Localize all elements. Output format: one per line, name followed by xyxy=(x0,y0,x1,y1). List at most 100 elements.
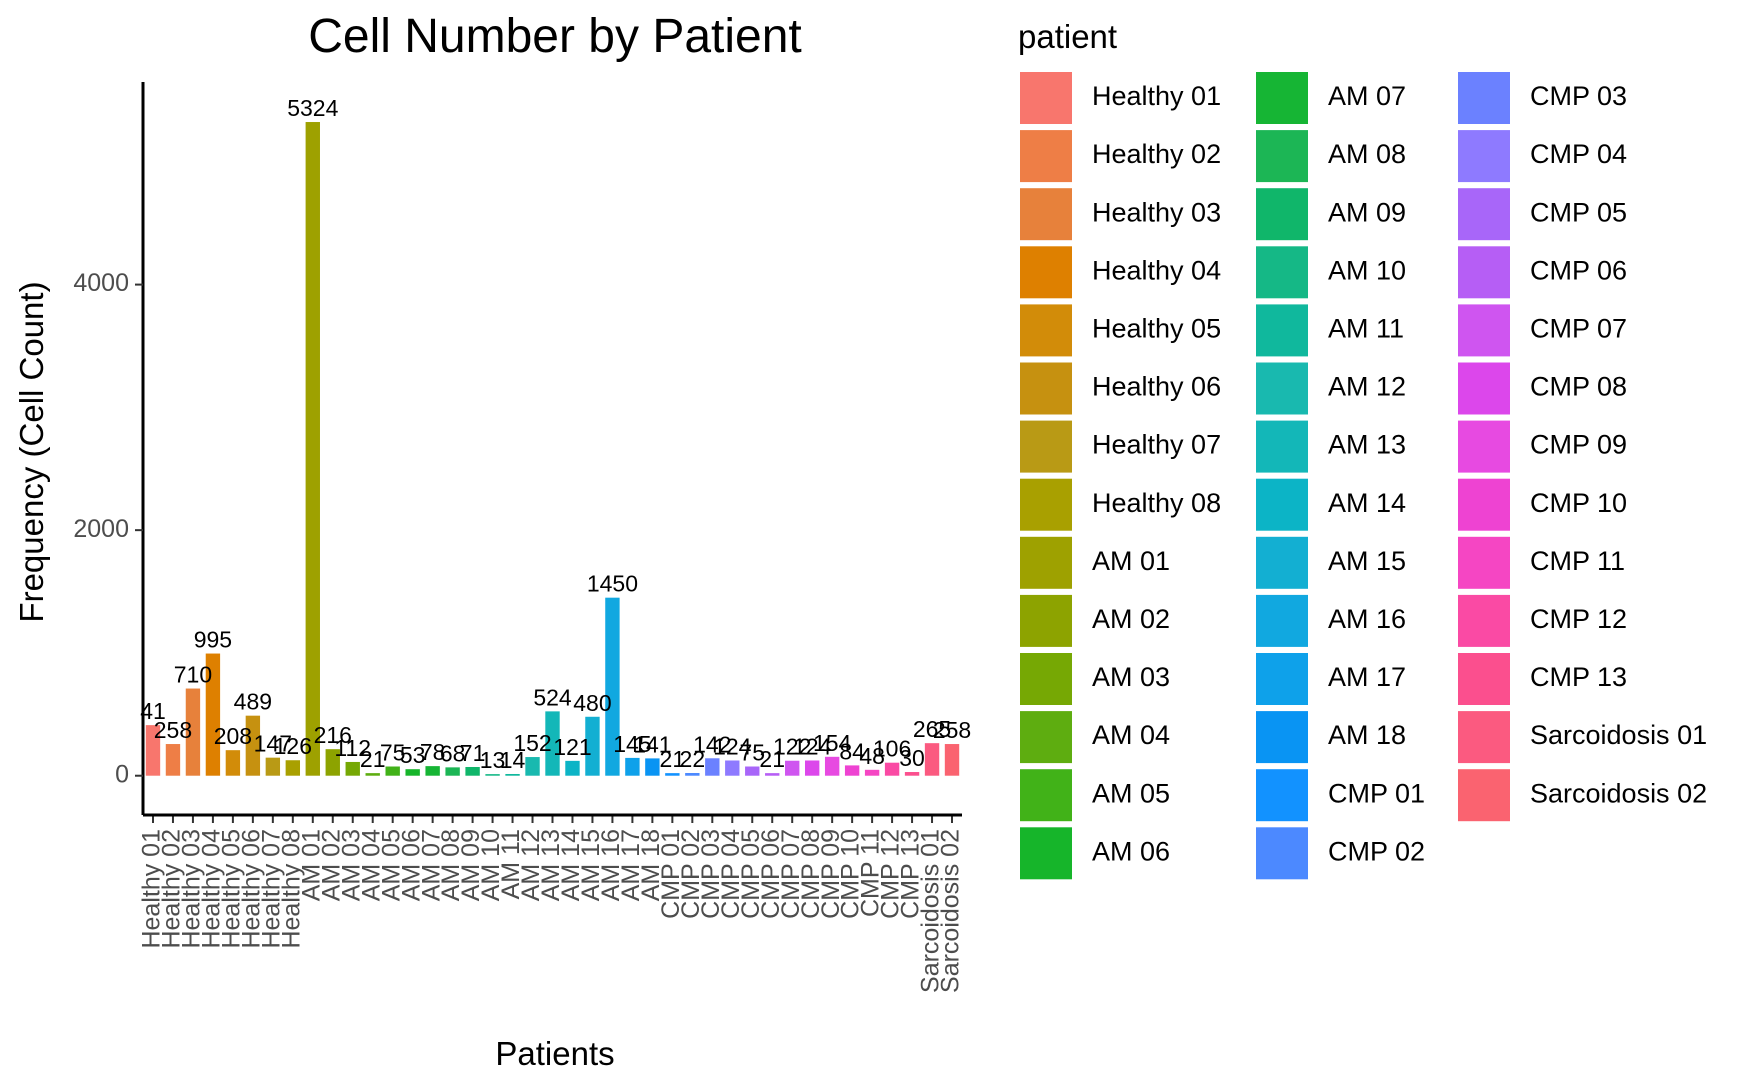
x-tick-label-am-12: AM 12 xyxy=(517,829,545,901)
bar-am-12 xyxy=(525,757,540,776)
bar-sarcoidosis-01 xyxy=(924,743,940,776)
data-label-am-09: 71 xyxy=(460,740,486,766)
bar-healthy-05 xyxy=(225,750,241,776)
legend-key-healthy-02 xyxy=(1020,130,1072,183)
legend-key-am-02 xyxy=(1020,594,1072,647)
legend-label-am-05: AM 05 xyxy=(1092,778,1170,808)
y-tick-label-2000: 2000 xyxy=(73,515,129,543)
bar-am-13 xyxy=(545,711,560,776)
legend-key-am-09 xyxy=(1256,188,1308,241)
legend-key-cmp-10 xyxy=(1458,478,1510,531)
bar-am-17 xyxy=(625,757,640,776)
legend-label-am-14: AM 14 xyxy=(1328,488,1406,518)
y-axis: 0 2000 4000 xyxy=(73,82,145,815)
bar-cmp-11 xyxy=(864,769,880,776)
x-tick-label-healthy-08: Healthy 08 xyxy=(277,829,305,949)
legend-label-am-02: AM 02 xyxy=(1092,604,1170,634)
bar-cmp-07 xyxy=(785,760,800,776)
data-label-am-01: 5324 xyxy=(287,95,338,121)
legend-label-cmp-10: CMP 10 xyxy=(1530,488,1627,518)
x-tick-label-healthy-06: Healthy 06 xyxy=(237,829,265,949)
legend-key-sarcoidosis-01 xyxy=(1458,711,1510,764)
legend: Healthy 01 Healthy 02 Healthy 03 Healthy 04… xyxy=(1020,72,1707,880)
legend-label-sarcoidosis-01: Sarcoidosis 01 xyxy=(1530,720,1707,750)
x-tick-label-cmp-10: CMP 10 xyxy=(837,829,865,919)
bar-am-09 xyxy=(465,766,480,776)
x-tick-label-am-05: AM 05 xyxy=(377,829,405,901)
legend-key-am-13 xyxy=(1256,420,1308,473)
data-label-healthy-02: 258 xyxy=(154,717,192,743)
data-label-am-18: 141 xyxy=(633,731,671,757)
data-label-am-10: 13 xyxy=(480,747,506,773)
legend-key-cmp-04 xyxy=(1458,130,1510,183)
legend-key-healthy-01 xyxy=(1020,72,1072,124)
data-label-cmp-02: 22 xyxy=(680,746,706,772)
data-label-cmp-06: 21 xyxy=(759,746,785,772)
data-label-am-13: 524 xyxy=(533,684,572,710)
x-tick-label-am-08: AM 08 xyxy=(437,829,465,901)
data-label-am-04: 21 xyxy=(360,746,386,772)
x-tick-label-healthy-07: Healthy 07 xyxy=(257,829,285,949)
legend-key-am-11 xyxy=(1256,304,1308,357)
x-tick-label-cmp-05: CMP 05 xyxy=(737,829,765,919)
bar-cmp-10 xyxy=(844,765,860,776)
bar-cmp-04 xyxy=(725,760,740,776)
legend-label-am-11: AM 11 xyxy=(1328,314,1404,344)
legend-label-cmp-01: CMP 01 xyxy=(1328,778,1425,808)
legend-label-am-04: AM 04 xyxy=(1092,720,1170,750)
legend-key-healthy-04 xyxy=(1020,246,1072,299)
legend-label-am-13: AM 13 xyxy=(1328,430,1406,460)
legend-label-cmp-06: CMP 06 xyxy=(1530,255,1627,285)
x-tick-label-cmp-11: CMP 11 xyxy=(857,829,885,917)
bar-am-05 xyxy=(385,766,400,776)
bars-group xyxy=(145,122,960,776)
data-label-cmp-10: 84 xyxy=(839,738,865,764)
bar-healthy-03 xyxy=(185,688,201,776)
legend-label-cmp-03: CMP 03 xyxy=(1530,81,1627,111)
x-tick-label-cmp-08: CMP 08 xyxy=(797,829,825,919)
bar-healthy-01 xyxy=(145,725,161,776)
x-tick-label-am-07: AM 07 xyxy=(417,829,445,901)
legend-key-am-08 xyxy=(1256,130,1308,183)
y-axis-title: Frequency (Cell Count) xyxy=(13,281,50,622)
legend-key-am-12 xyxy=(1256,362,1308,415)
data-label-am-14: 121 xyxy=(553,734,591,760)
legend-label-am-12: AM 12 xyxy=(1328,372,1406,402)
bar-healthy-06 xyxy=(245,715,261,776)
bar-healthy-04 xyxy=(205,653,221,776)
legend-key-cmp-07 xyxy=(1458,304,1510,357)
legend-key-am-14 xyxy=(1256,478,1308,531)
x-tick-label-am-04: AM 04 xyxy=(357,829,385,901)
data-label-cmp-04: 124 xyxy=(713,733,752,759)
legend-label-cmp-13: CMP 13 xyxy=(1530,662,1627,692)
data-label-cmp-05: 75 xyxy=(739,740,765,766)
x-tick-label-cmp-02: CMP 02 xyxy=(677,829,705,919)
legend-label-healthy-01: Healthy 01 xyxy=(1092,81,1221,111)
legend-key-cmp-09 xyxy=(1458,420,1510,473)
x-tick-label-cmp-01: CMP 01 xyxy=(657,829,685,919)
data-label-am-05: 75 xyxy=(380,740,406,766)
x-tick-label-am-16: AM 16 xyxy=(597,829,625,901)
legend-title: patient xyxy=(1018,18,1117,55)
bar-cmp-13 xyxy=(904,772,920,776)
x-tick-label-healthy-05: Healthy 05 xyxy=(217,829,245,949)
legend-label-am-10: AM 10 xyxy=(1328,255,1406,285)
data-label-healthy-07: 147 xyxy=(254,731,292,757)
data-label-healthy-04: 995 xyxy=(194,627,232,653)
x-tick-label-cmp-03: CMP 03 xyxy=(697,829,725,919)
bar-am-04 xyxy=(365,773,380,776)
data-label-cmp-01: 21 xyxy=(660,746,686,772)
data-label-am-15: 480 xyxy=(573,690,611,716)
bar-am-07 xyxy=(425,766,440,776)
data-label-cmp-09: 154 xyxy=(813,730,852,756)
x-tick-label-am-11: AM 11 xyxy=(497,829,525,899)
x-tick-label-cmp-12: CMP 12 xyxy=(877,829,905,919)
legend-key-am-15 xyxy=(1256,536,1308,589)
data-label-sarcoidosis-02: 258 xyxy=(933,717,971,743)
legend-label-cmp-05: CMP 05 xyxy=(1530,197,1627,227)
data-label-cmp-03: 142 xyxy=(693,731,731,757)
x-axis-title: Patients xyxy=(495,1035,614,1072)
legend-label-am-09: AM 09 xyxy=(1328,197,1406,227)
